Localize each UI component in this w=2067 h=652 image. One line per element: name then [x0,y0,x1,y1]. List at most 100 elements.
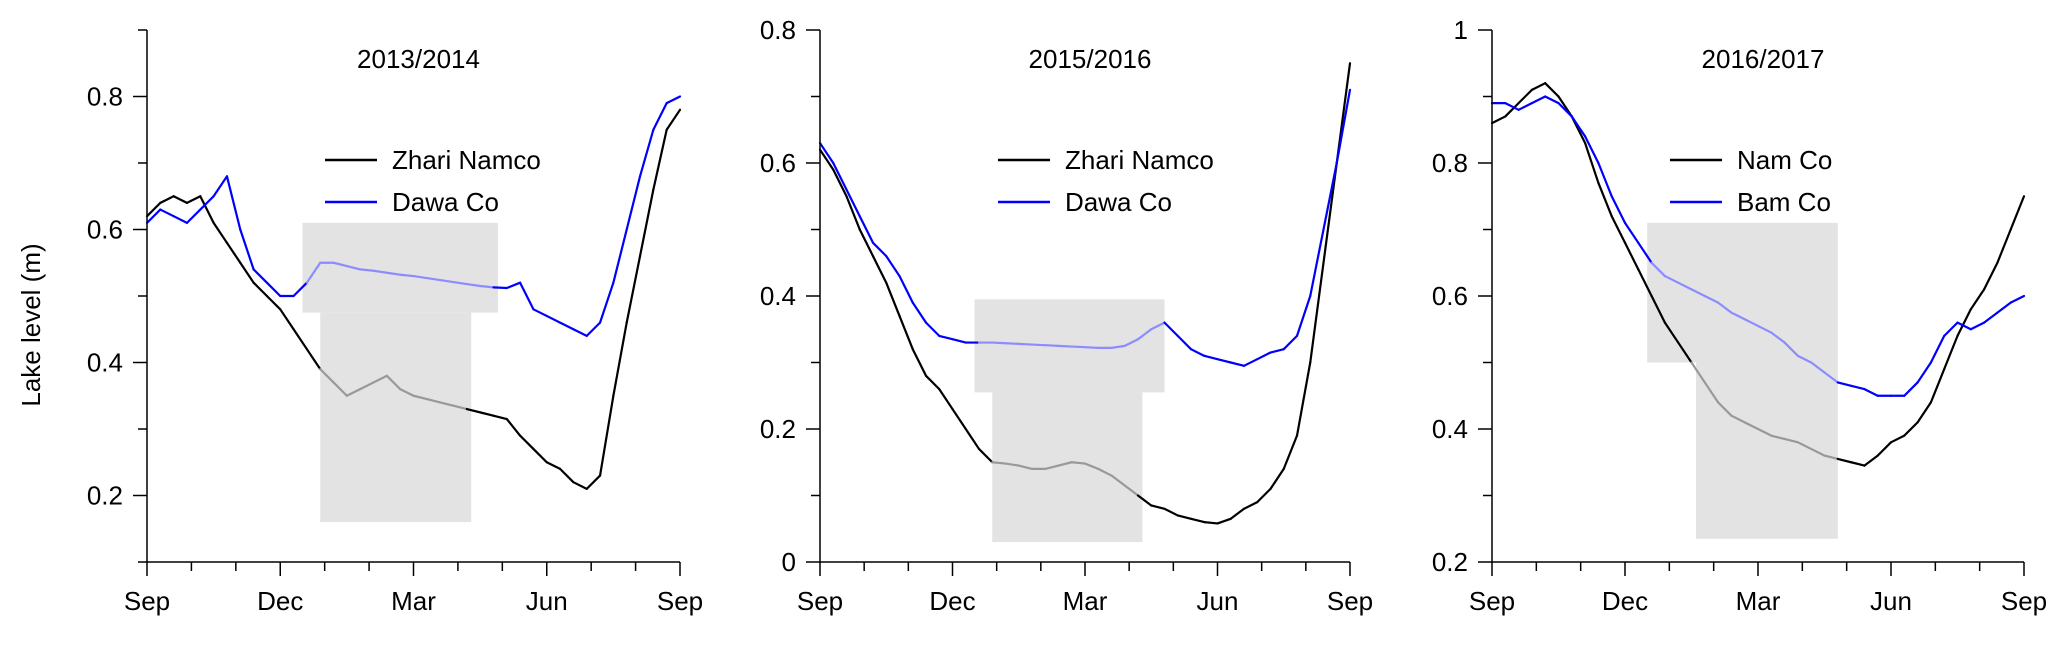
series-segment-zhari-namco [625,255,642,324]
y-tick-label: 0.8 [760,15,796,45]
series-segment-zhari-namco [1150,504,1166,510]
chart-panel-1: Sep Dec Mar Jun Sep 0.2 0.4 0.6 0.8 2013/2014 Zhar… [87,29,703,616]
series-segment-dawa-co [1176,334,1193,351]
series-segment-nam-co [1743,421,1760,431]
series-segment-nam-co [1956,308,1972,337]
series-segment-nam-co [1650,294,1667,324]
y-tick-label: 0.8 [87,82,123,112]
series-segment-dawa-co [951,338,967,344]
series-segment-zhari-namco [977,447,994,464]
series-segment-dawa-co [425,276,442,282]
legend-label: Bam Co [1737,187,1831,217]
series-segment-bam-co [1863,388,1879,397]
x-tick-label: Jun [1870,586,1912,616]
legend-label: Zhari Namco [392,145,541,175]
series-segment-dawa-co [305,261,322,284]
series-segment-bam-co [1677,281,1693,291]
legend-label: Zhari Namco [1065,145,1214,175]
y-tick-label: 0.2 [760,414,796,444]
series-segment-zhari-namco [951,407,967,431]
series-segment-nam-co [1756,427,1773,437]
series-segment-dawa-co [1070,345,1087,349]
series-segment-dawa-co [818,141,835,165]
series-segment-zhari-namco [545,461,562,470]
y-tick-label: 0.6 [87,215,123,245]
series-segment-zhari-namco [818,148,835,171]
series-segment-nam-co [1876,441,1893,457]
panel-title: 2013/2014 [357,44,480,74]
series-segment-bam-co [1916,361,1933,384]
series-segment-dawa-co [885,255,901,278]
series-segment-dawa-co [1256,351,1272,361]
series-segment-nam-co [1716,401,1733,417]
series-segment-nam-co [1544,82,1560,98]
series-segment-zhari-namco [1136,494,1153,507]
series-segment-zhari-namco [305,348,322,371]
series-segment-zhari-namco [598,394,615,477]
series-segment-zhari-namco [964,427,981,451]
series-segment-bam-co [1929,334,1946,364]
series-segment-bam-co [1690,288,1706,298]
chart-panel-3: Sep Dec Mar Jun Sep0.20.40.60.812016/2017Nam… [1432,15,2047,616]
series-segment-zhari-namco [465,407,482,414]
legend-label: Nam Co [1737,145,1832,175]
x-tick-label: Dec [257,586,303,616]
series-segment-dawa-co [1295,294,1312,337]
series-segment-zhari-namco [585,474,602,490]
series-segment-dawa-co [625,175,642,231]
series-segment-nam-co [1690,361,1706,384]
series-segment-bam-co [1982,311,1999,324]
series-segment-zhari-namco [332,381,348,397]
series-segment-zhari-namco [1083,462,1100,470]
series-segment-dawa-co [359,268,375,272]
series-segment-zhari-namco [185,195,202,204]
shaded-region [320,312,472,523]
series-segment-dawa-co [938,334,954,341]
series-segment-dawa-co [345,264,362,271]
series-segment-zhari-namco [372,374,388,384]
series-segment-bam-co [2009,294,2026,304]
series-segment-zhari-namco [239,261,255,284]
series-segment-dawa-co [558,321,575,331]
series-segment-zhari-namco [172,195,189,204]
series-segment-bam-co [1663,274,1680,284]
series-segment-dawa-co [332,261,348,268]
series-segment-dawa-co [832,161,848,191]
series-segment-zhari-namco [1216,517,1232,525]
series-segment-nam-co [1810,447,1826,457]
series-segment-zhari-namco [479,411,495,417]
series-segment-dawa-co [1203,354,1219,361]
series-segment-bam-co [1716,301,1733,314]
series-segment-zhari-namco [1189,517,1206,524]
series-segment-nam-co [1583,141,1600,185]
series-segment-zhari-namco [452,404,468,411]
series-segment-nam-co [2009,195,2026,231]
series-segment-dawa-co [585,321,602,337]
series-segment-bam-co [1570,115,1587,138]
series-segment-zhari-namco [225,241,242,264]
series-segment-nam-co [1530,82,1547,91]
series-segment-dawa-co [1057,344,1073,348]
series-segment-nam-co [1916,401,1933,424]
series-segment-zhari-namco [265,294,282,311]
series-segment-bam-co [1743,318,1760,328]
series-segment-bam-co [1903,381,1919,397]
y-tick-label: 1 [1454,15,1468,45]
x-tick-label: Jun [526,586,568,616]
series-segment-zhari-namco [1176,514,1193,520]
series-segment-dawa-co [1150,321,1166,331]
x-tick-label: Sep [1327,586,1373,616]
series-segment-dawa-co [212,175,229,198]
series-segment-dawa-co [492,286,508,290]
series-segment-dawa-co [1083,346,1100,349]
series-segment-bam-co [1623,221,1640,244]
series-segment-dawa-co [145,208,162,224]
legend-label: Dawa Co [1065,187,1172,217]
y-tick-label: 0.8 [1432,148,1468,178]
series-segment-zhari-namco [1256,487,1272,504]
x-tick-label: Sep [124,586,170,616]
series-segment-bam-co [1583,135,1600,165]
series-segment-nam-co [1703,381,1720,404]
series-segment-dawa-co [252,268,269,284]
